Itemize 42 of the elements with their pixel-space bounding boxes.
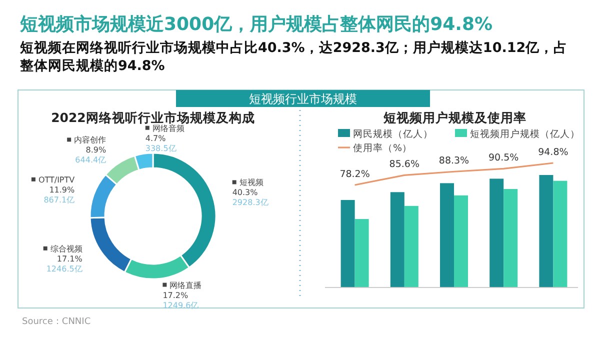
source-note: Source：CNNIC: [22, 317, 91, 327]
bar: [454, 195, 468, 287]
slice-label: 短视频: [239, 178, 264, 188]
chart-title: 短视频用户规模及使用率: [382, 110, 526, 125]
data-label: 94.8%: [538, 147, 568, 158]
data-label: 40.3%: [232, 188, 258, 198]
text: 867.1亿: [44, 195, 75, 204]
bar: [340, 200, 355, 287]
text: 338.5亿: [145, 144, 176, 153]
bar: [390, 192, 404, 287]
bar: [490, 178, 504, 287]
bar: [354, 219, 369, 287]
bar: [539, 175, 554, 287]
text: 1246.5亿: [46, 264, 82, 274]
bar: [404, 206, 418, 287]
data-label: 17.1%: [56, 254, 83, 264]
data-label: 8.9%: [86, 146, 106, 155]
slice-label: 网络音频: [152, 124, 184, 133]
data-label: 85.6%: [389, 159, 420, 170]
data-label: 4.7%: [145, 134, 166, 143]
data-label: 88.3%: [438, 156, 470, 167]
legend-label: 使用率（%）: [353, 142, 412, 154]
bar: [440, 183, 454, 287]
chart-title: 2022网络视听行业市场规模及构成: [51, 110, 255, 125]
slice-label: 内容创作: [74, 136, 106, 145]
text: 644.4亿: [75, 156, 106, 165]
legend-label: 网民规模（亿人）: [353, 128, 433, 140]
data-label: 78.2%: [340, 169, 370, 180]
legend-label: 短视频用户规模（亿人）: [470, 128, 580, 140]
text: 1249.6亿: [162, 300, 199, 310]
data-label: 11.9%: [49, 185, 76, 194]
bar: [553, 180, 568, 287]
slice-label: 网络直播: [170, 280, 202, 290]
data-label: 17.2%: [162, 290, 189, 300]
text: 2928.3亿: [232, 198, 268, 208]
text: 短视频行业市场规模: [249, 92, 357, 106]
data-label: 90.5%: [488, 152, 519, 164]
slice-label: 综合视频: [50, 244, 82, 254]
text: 短视频在网络视听行业市场规模中占比40.3%，达2928.3亿；用户规模达10.12亿，占整体网民规模的94.8%: [19, 39, 568, 74]
bar: [504, 189, 518, 287]
slice-label: OTT/IPTV: [38, 175, 76, 184]
text: 短视频市场规模近3000亿，用户规模占整体网民的94.8%: [19, 14, 493, 35]
